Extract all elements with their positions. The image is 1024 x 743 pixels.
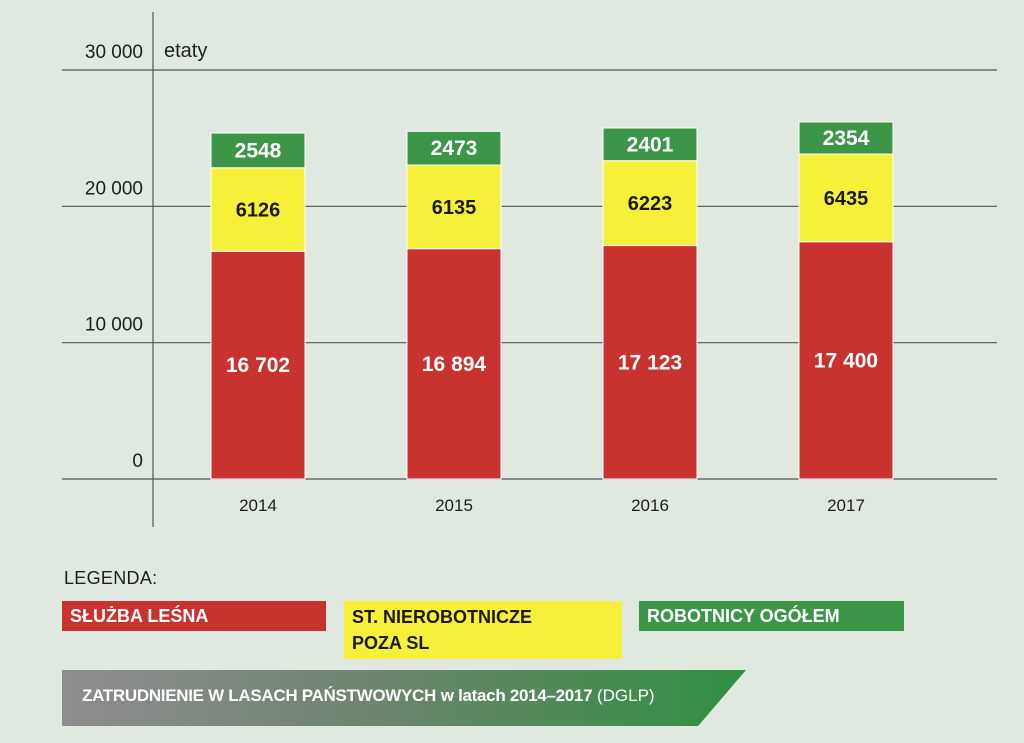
bar-segment bbox=[210, 167, 306, 252]
bar-value-label: 16 894 bbox=[422, 353, 487, 376]
legend-item-sluzba-lesna: SŁUŻBA LEŚNA bbox=[62, 601, 326, 631]
x-tick-label: 2015 bbox=[435, 496, 473, 515]
y-tick-label: 20 000 bbox=[85, 178, 143, 199]
caption-sub: w latach 2014–2017 bbox=[440, 686, 593, 705]
bar-value-label: 2548 bbox=[235, 139, 282, 162]
bar-value-label: 6126 bbox=[236, 200, 281, 222]
legend-item-st-nierobotnicze: ST. NIEROBOTNICZE POZA SL bbox=[344, 601, 622, 659]
bar-value-label: 6223 bbox=[628, 193, 673, 215]
bar-value-label: 17 400 bbox=[814, 349, 878, 372]
y-tick-label: 10 000 bbox=[85, 315, 143, 336]
caption-main: ZATRUDNIENIE W LASACH PAŃSTWOWYCH bbox=[82, 686, 436, 705]
bar-segment bbox=[602, 160, 698, 247]
y-unit-label: etaty bbox=[164, 40, 207, 62]
bar-segment bbox=[798, 153, 894, 243]
caption: ZATRUDNIENIE W LASACH PAŃSTWOWYCH w lata… bbox=[82, 686, 655, 706]
bar-segment bbox=[602, 127, 698, 162]
bar-segment bbox=[798, 121, 894, 155]
legend-title: LEGENDA: bbox=[64, 568, 158, 588]
bar-segment bbox=[798, 241, 894, 480]
x-tick-label: 2014 bbox=[239, 496, 277, 515]
bar-value-label: 6135 bbox=[432, 197, 477, 219]
bar-segment bbox=[210, 250, 306, 480]
bar-segment bbox=[602, 245, 698, 480]
stacked-bar-chart: 0 10 000 20 000 30 000 etaty 16 702 6126 2548 20… bbox=[62, 12, 997, 527]
bar-value-label: 2473 bbox=[431, 137, 478, 160]
bar-value-label: 6435 bbox=[824, 188, 869, 210]
bar-value-label: 17 123 bbox=[618, 351, 682, 374]
y-tick-label: 0 bbox=[132, 451, 143, 472]
y-tick-label: 30 000 bbox=[85, 42, 143, 63]
legend-item-st-nierobotnicze-line2: POZA SL bbox=[352, 633, 430, 653]
caption-source: (DGLP) bbox=[596, 686, 655, 705]
bar-segment bbox=[406, 130, 502, 166]
x-tick-label: 2017 bbox=[827, 496, 865, 515]
bar-segment bbox=[210, 132, 306, 169]
bar-value-label: 16 702 bbox=[226, 354, 290, 377]
bar-value-label: 2401 bbox=[627, 133, 674, 156]
caption-banner bbox=[62, 670, 746, 726]
legend-item-robotnicy-ogolem: ROBOTNICY OGÓŁEM bbox=[639, 601, 904, 631]
legend-item-st-nierobotnicze-line1: ST. NIEROBOTNICZE bbox=[352, 607, 533, 627]
x-tick-label: 2016 bbox=[631, 496, 669, 515]
bar-value-label: 2354 bbox=[823, 127, 870, 150]
